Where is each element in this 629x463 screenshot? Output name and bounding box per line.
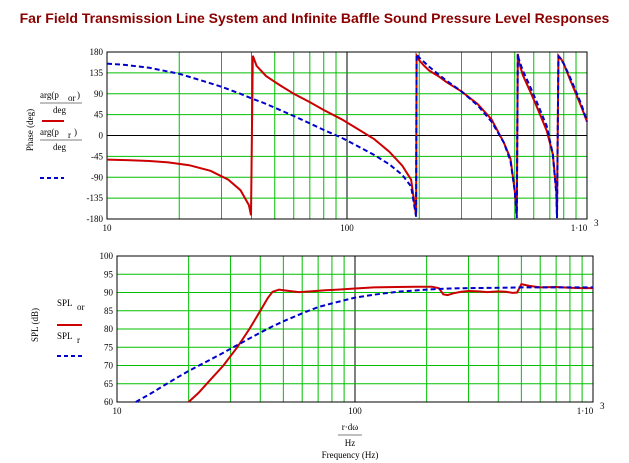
phase-y-tick-label: -45: [91, 151, 103, 161]
phase-x-tick-exponent: 3: [594, 218, 599, 228]
phase-y-tick-label: -180: [87, 214, 104, 224]
spl-x-tick-label: 1·10: [577, 406, 594, 416]
phase-x-tick-label: 100: [340, 223, 354, 233]
spl-series-blue: [135, 286, 593, 403]
spl-plot-frame: [116, 255, 594, 403]
spl-series-red: [187, 282, 593, 403]
phase-y-tick-label: 45: [94, 110, 104, 120]
spl-legend-blue: SPL: [57, 331, 73, 341]
spl-legend-blue-sub: r: [77, 335, 80, 345]
phase-legend-red-sub: or: [68, 93, 76, 103]
phase-legend-red-den: deg: [53, 105, 66, 115]
spl-x-label-num: r·dω: [342, 422, 358, 432]
spl-y-tick-label: 75: [104, 342, 114, 352]
phase-y-tick-label: -90: [91, 172, 103, 182]
phase-legend-blue-num: arg(p: [40, 127, 59, 137]
phase-y-tick-label: 0: [99, 131, 104, 141]
spl-legend-red: SPL: [57, 298, 73, 308]
spl-y-axis-label: SPL (dB): [30, 308, 40, 342]
phase-y-tick-label: 135: [90, 68, 104, 78]
phase-y-tick-label: -135: [87, 193, 104, 203]
phase-x-tick-label: 10: [103, 223, 113, 233]
spl-y-tick-label: 80: [104, 324, 114, 334]
phase-x-tick-label: 1·10: [571, 223, 588, 233]
spl-x-tick-label: 100: [348, 406, 362, 416]
phase-plot-frame: [106, 51, 588, 220]
spl-y-tick-label: 70: [104, 361, 114, 371]
phase-series-blue: [106, 51, 588, 219]
spl-y-tick-label: 95: [104, 269, 114, 279]
phase-legend-red-num: arg(p: [40, 90, 59, 100]
spl-x-axis-label: Frequency (Hz): [322, 450, 379, 460]
chart-title: Far Field Transmission Line System and I…: [19, 10, 610, 26]
phase-y-tick-label: 90: [94, 89, 104, 99]
spl-y-tick-label: 90: [104, 288, 114, 298]
phase-y-axis-label: Phase (deg): [25, 109, 35, 151]
phase-legend-red-close: ): [77, 90, 80, 100]
phase-legend-blue-close: ): [74, 127, 77, 137]
phase-legend-blue-den: deg: [53, 142, 66, 152]
spl-y-tick-label: 100: [100, 251, 114, 261]
spl-y-tick-label: 65: [104, 379, 114, 389]
phase-legend-blue-sub: r: [68, 130, 71, 140]
spl-y-tick-label: 85: [104, 306, 114, 316]
spl-y-tick-label: 60: [104, 397, 114, 407]
spl-x-label-den: Hz: [345, 438, 356, 448]
spl-x-tick-label: 10: [113, 406, 123, 416]
spl-legend-red-sub: or: [77, 302, 85, 312]
spl-x-tick-exponent: 3: [600, 401, 605, 411]
phase-y-tick-label: 180: [90, 47, 104, 57]
